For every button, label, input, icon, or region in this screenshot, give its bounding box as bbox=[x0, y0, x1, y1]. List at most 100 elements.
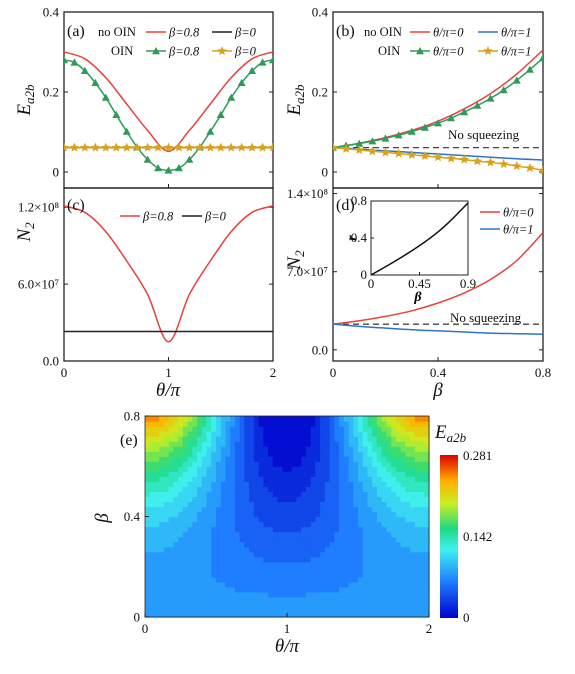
heatmap-cell bbox=[197, 541, 203, 548]
heatmap-cell bbox=[192, 601, 198, 608]
heatmap-cell bbox=[220, 551, 227, 558]
heatmap-cell bbox=[395, 486, 402, 492]
heatmap-cell bbox=[343, 531, 350, 538]
heatmap-cell bbox=[263, 416, 269, 422]
panel-d-inset: 00.40.80 0.45 0.9 r β bbox=[345, 193, 476, 305]
panel-b-legend-group-oin: OIN bbox=[378, 44, 400, 58]
heatmap-cell bbox=[329, 426, 335, 432]
heatmap-cell bbox=[225, 606, 231, 613]
panel-b-legend-marker-3 bbox=[483, 46, 493, 55]
heatmap-cell bbox=[305, 536, 312, 543]
heatmap-cell bbox=[287, 536, 293, 543]
heatmap-cell bbox=[258, 591, 264, 598]
heatmap-cell bbox=[305, 496, 312, 503]
heatmap-cell bbox=[253, 551, 260, 558]
heatmap-cell bbox=[159, 446, 165, 452]
heatmap-cell bbox=[320, 546, 326, 553]
heatmap-cell bbox=[239, 611, 245, 618]
heatmap-cell bbox=[310, 506, 316, 513]
heatmap-cell bbox=[187, 596, 193, 603]
heatmap-cell bbox=[310, 551, 316, 558]
heatmap-cell bbox=[154, 506, 160, 513]
heatmap-cell bbox=[372, 456, 378, 462]
heatmap-cell bbox=[310, 491, 316, 498]
heatmap-cell bbox=[348, 476, 354, 482]
heatmap-cell bbox=[201, 421, 208, 427]
heatmap-cell bbox=[358, 526, 364, 533]
panel-a-series-3-point-17 bbox=[236, 142, 247, 152]
heatmap-cell bbox=[282, 461, 288, 467]
heatmap-cell bbox=[206, 561, 212, 568]
heatmap-cell bbox=[187, 531, 193, 538]
heatmap-cell bbox=[206, 466, 212, 472]
heatmap-cell bbox=[405, 476, 411, 482]
heatmap-cell bbox=[334, 606, 340, 613]
heatmap-cell bbox=[154, 491, 160, 498]
heatmap-cell bbox=[391, 446, 397, 452]
heatmap-cell bbox=[424, 471, 430, 477]
panel-a-series-2-point-14 bbox=[206, 127, 215, 135]
heatmap-cell bbox=[329, 526, 335, 533]
heatmap-cell bbox=[291, 606, 298, 613]
heatmap-cell bbox=[334, 591, 340, 598]
heatmap-cell bbox=[258, 491, 264, 498]
heatmap-cell bbox=[230, 541, 236, 548]
heatmap-cell bbox=[381, 436, 387, 442]
heatmap-cell bbox=[244, 456, 250, 462]
heatmap-cell bbox=[305, 556, 312, 563]
heatmap-cell bbox=[339, 531, 345, 538]
heatmap-cell bbox=[414, 471, 421, 477]
heatmap-cell bbox=[211, 421, 217, 427]
heatmap-cell bbox=[253, 416, 260, 422]
heatmap-cell bbox=[197, 511, 203, 518]
heatmap-cell bbox=[268, 521, 274, 528]
heatmap-cell bbox=[305, 476, 312, 482]
heatmap-cell bbox=[391, 586, 397, 593]
heatmap-cell bbox=[234, 446, 241, 452]
heatmap-cell bbox=[320, 606, 326, 613]
heatmap-cell bbox=[234, 611, 241, 618]
heatmap-cell bbox=[400, 561, 406, 568]
heatmap-cell bbox=[154, 431, 160, 437]
heatmap-cell bbox=[216, 456, 222, 462]
heatmap-cell bbox=[220, 526, 227, 533]
heatmap-cell bbox=[282, 571, 288, 578]
heatmap-cell bbox=[282, 441, 288, 447]
heatmap-cell bbox=[154, 451, 160, 457]
heatmap-cell bbox=[258, 596, 264, 603]
heatmap-cell bbox=[296, 446, 302, 452]
heatmap-cell bbox=[225, 516, 231, 523]
heatmap-cell bbox=[249, 596, 255, 603]
inset-ylabel: r bbox=[345, 235, 360, 241]
heatmap-cell bbox=[277, 501, 283, 508]
heatmap-cell bbox=[348, 466, 354, 472]
heatmap-cell bbox=[424, 571, 430, 578]
heatmap-cell bbox=[244, 561, 250, 568]
heatmap-cell bbox=[372, 591, 378, 598]
heatmap-cell bbox=[163, 441, 170, 447]
heatmap-cell bbox=[372, 521, 378, 528]
heatmap-cell bbox=[258, 496, 264, 503]
heatmap-cell bbox=[282, 496, 288, 503]
heatmap-cell bbox=[372, 551, 378, 558]
heatmap-cell bbox=[220, 601, 227, 608]
heatmap-cell bbox=[197, 561, 203, 568]
heatmap-cell bbox=[201, 486, 208, 492]
heatmap-cell bbox=[324, 516, 331, 523]
heatmap-cell bbox=[159, 561, 165, 568]
heatmap-cell bbox=[315, 536, 321, 543]
heatmap-cell bbox=[211, 511, 217, 518]
heatmap-cell bbox=[405, 556, 411, 563]
heatmap-cell bbox=[197, 601, 203, 608]
heatmap-cell bbox=[329, 511, 335, 518]
heatmap-cell bbox=[168, 606, 174, 613]
heatmap-cell bbox=[277, 536, 283, 543]
panel-d-label: (d) bbox=[336, 197, 355, 214]
heatmap-cell bbox=[305, 551, 312, 558]
heatmap-cell bbox=[268, 471, 274, 477]
heatmap-cell bbox=[419, 601, 425, 608]
heatmap-cell bbox=[400, 491, 406, 498]
heatmap-cell bbox=[291, 576, 298, 583]
